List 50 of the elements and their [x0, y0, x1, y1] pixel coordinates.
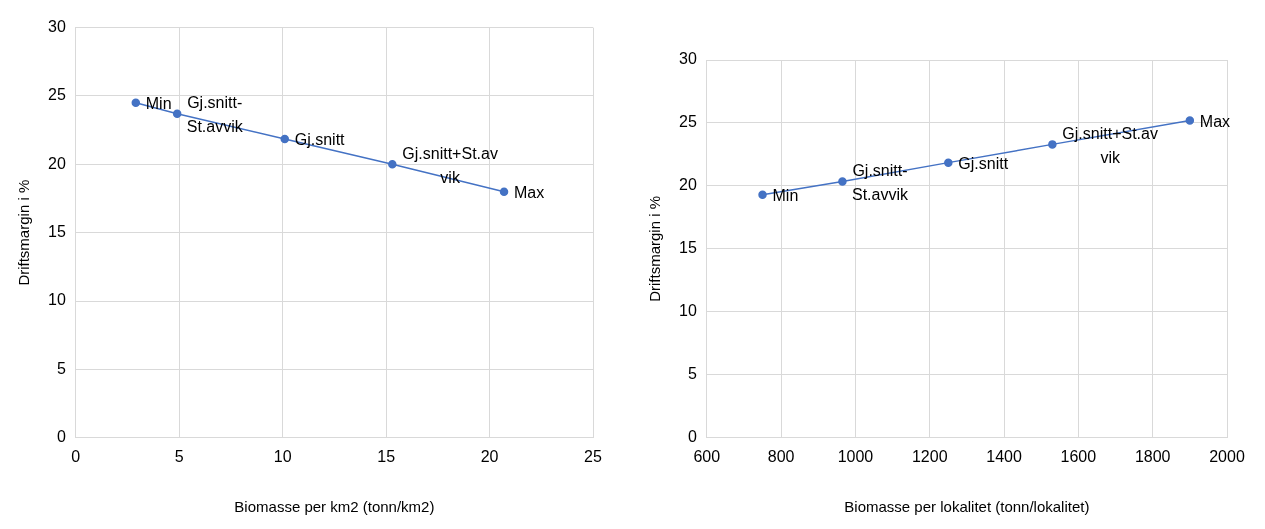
x-axis-title: Biomasse per km2 (tonn/km2) [234, 498, 435, 516]
y-tick-label: 15 [679, 239, 697, 257]
point [1048, 140, 1057, 149]
y-tick-label: 25 [679, 113, 697, 131]
x-tick-label: 20 [480, 447, 499, 465]
annotation: Gj.snitt- St.avvik [186, 94, 244, 136]
annotation: Max [514, 184, 545, 202]
y-tick-label: 10 [679, 302, 697, 320]
point [172, 109, 182, 118]
x-tick-label: 800 [767, 447, 795, 465]
x-tick-label: 1600 [1060, 447, 1097, 465]
x-tick-label: 25 [584, 447, 602, 465]
y-axis-title: Driftsmargin i % [15, 179, 33, 286]
x-tick-label: 15 [377, 447, 396, 465]
annotation: Min [145, 95, 172, 113]
y-axis-title: Driftsmargin i % [646, 195, 664, 302]
annotation: Gj.snitt [958, 155, 1009, 173]
point [131, 98, 141, 108]
y-tick-label: 10 [48, 291, 66, 309]
annotation: Gj.snitt- St.avvik [851, 161, 909, 203]
point [838, 177, 847, 186]
annotation: Min [772, 187, 799, 205]
y-tick-label: 5 [56, 359, 66, 377]
y-tick-label: 15 [48, 223, 66, 241]
annotation: Gj.snitt [294, 131, 346, 149]
y-tick-label: 30 [48, 18, 66, 36]
x-tick-label: 5 [174, 447, 184, 465]
y-tick-label: 0 [687, 428, 697, 446]
point [499, 187, 509, 196]
x-tick-label: 0 [71, 447, 81, 465]
y-tick-label: 0 [56, 428, 66, 446]
y-tick-label: 20 [48, 154, 66, 172]
point [758, 190, 767, 199]
x-tick-label: 2000 [1209, 447, 1245, 465]
annotation: Max [1199, 112, 1231, 130]
point [388, 160, 397, 169]
y-tick-label: 20 [679, 176, 697, 194]
point [1185, 116, 1195, 125]
y-tick-label: 25 [48, 86, 66, 104]
point [280, 134, 289, 144]
x-axis-title: Biomasse per lokalitet (tonn/lokalitet) [844, 498, 1090, 516]
x-tick-label: 1400 [986, 447, 1022, 465]
y-tick-label: 30 [679, 50, 697, 68]
x-tick-label: 600 [693, 447, 721, 465]
y-tick-label: 5 [687, 365, 697, 383]
x-tick-label: 1000 [837, 447, 874, 465]
x-tick-label: 1800 [1134, 447, 1171, 465]
x-tick-label: 10 [273, 447, 292, 465]
point [944, 158, 953, 167]
x-tick-label: 1200 [911, 447, 948, 465]
